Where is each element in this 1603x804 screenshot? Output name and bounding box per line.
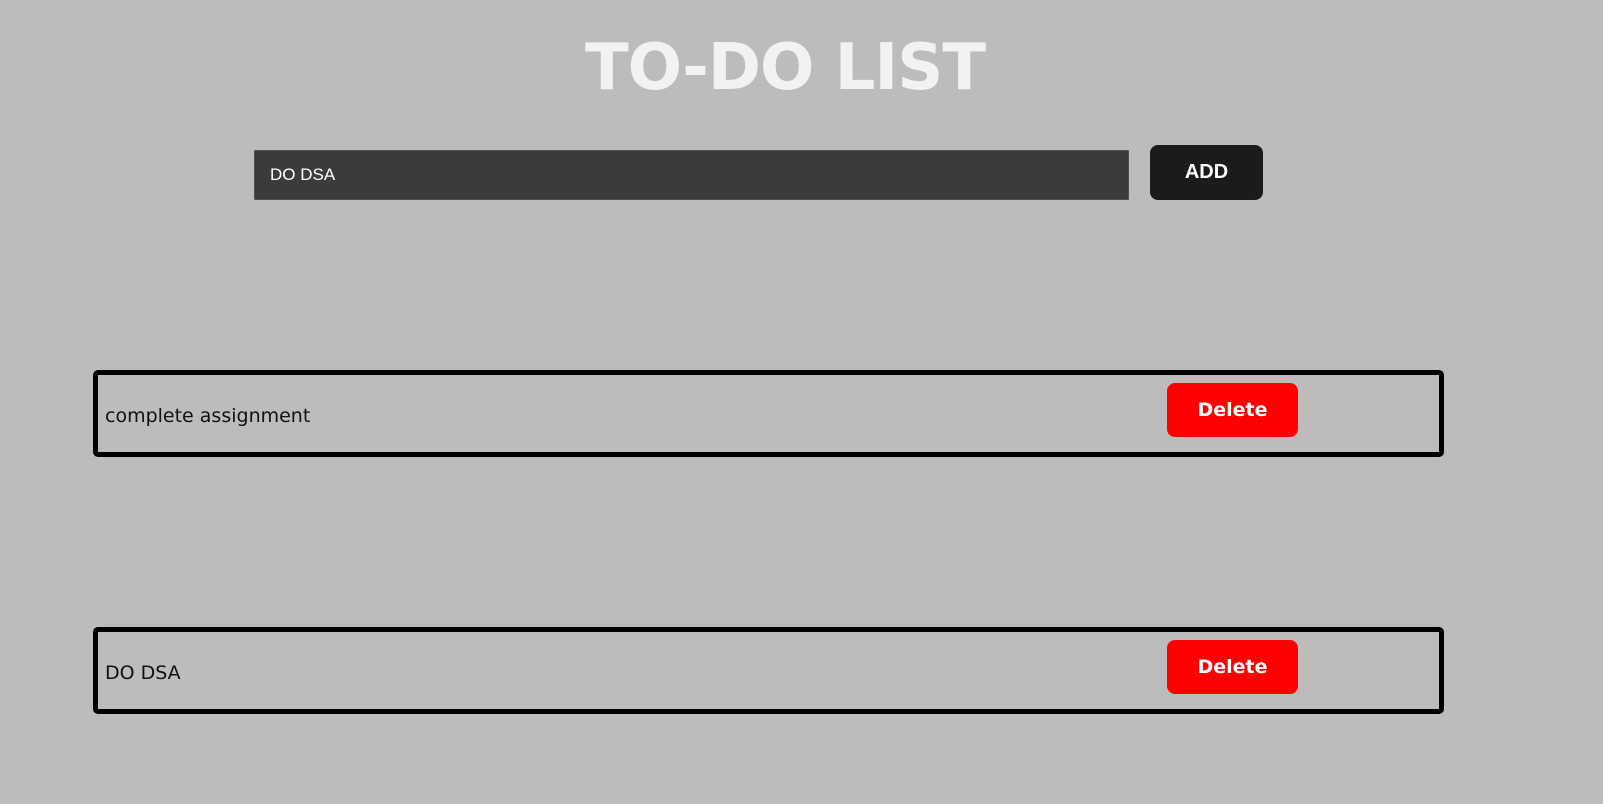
- todo-item: complete assignment Delete: [93, 370, 1444, 457]
- delete-button[interactable]: Delete: [1167, 640, 1298, 694]
- task-input[interactable]: [254, 150, 1129, 200]
- todo-item: DO DSA Delete: [93, 627, 1444, 714]
- delete-button[interactable]: Delete: [1167, 383, 1298, 437]
- add-button[interactable]: ADD: [1150, 145, 1263, 200]
- page-title: TO-DO LIST: [585, 31, 986, 105]
- todo-text: complete assignment: [105, 405, 311, 427]
- todo-text: DO DSA: [105, 662, 181, 684]
